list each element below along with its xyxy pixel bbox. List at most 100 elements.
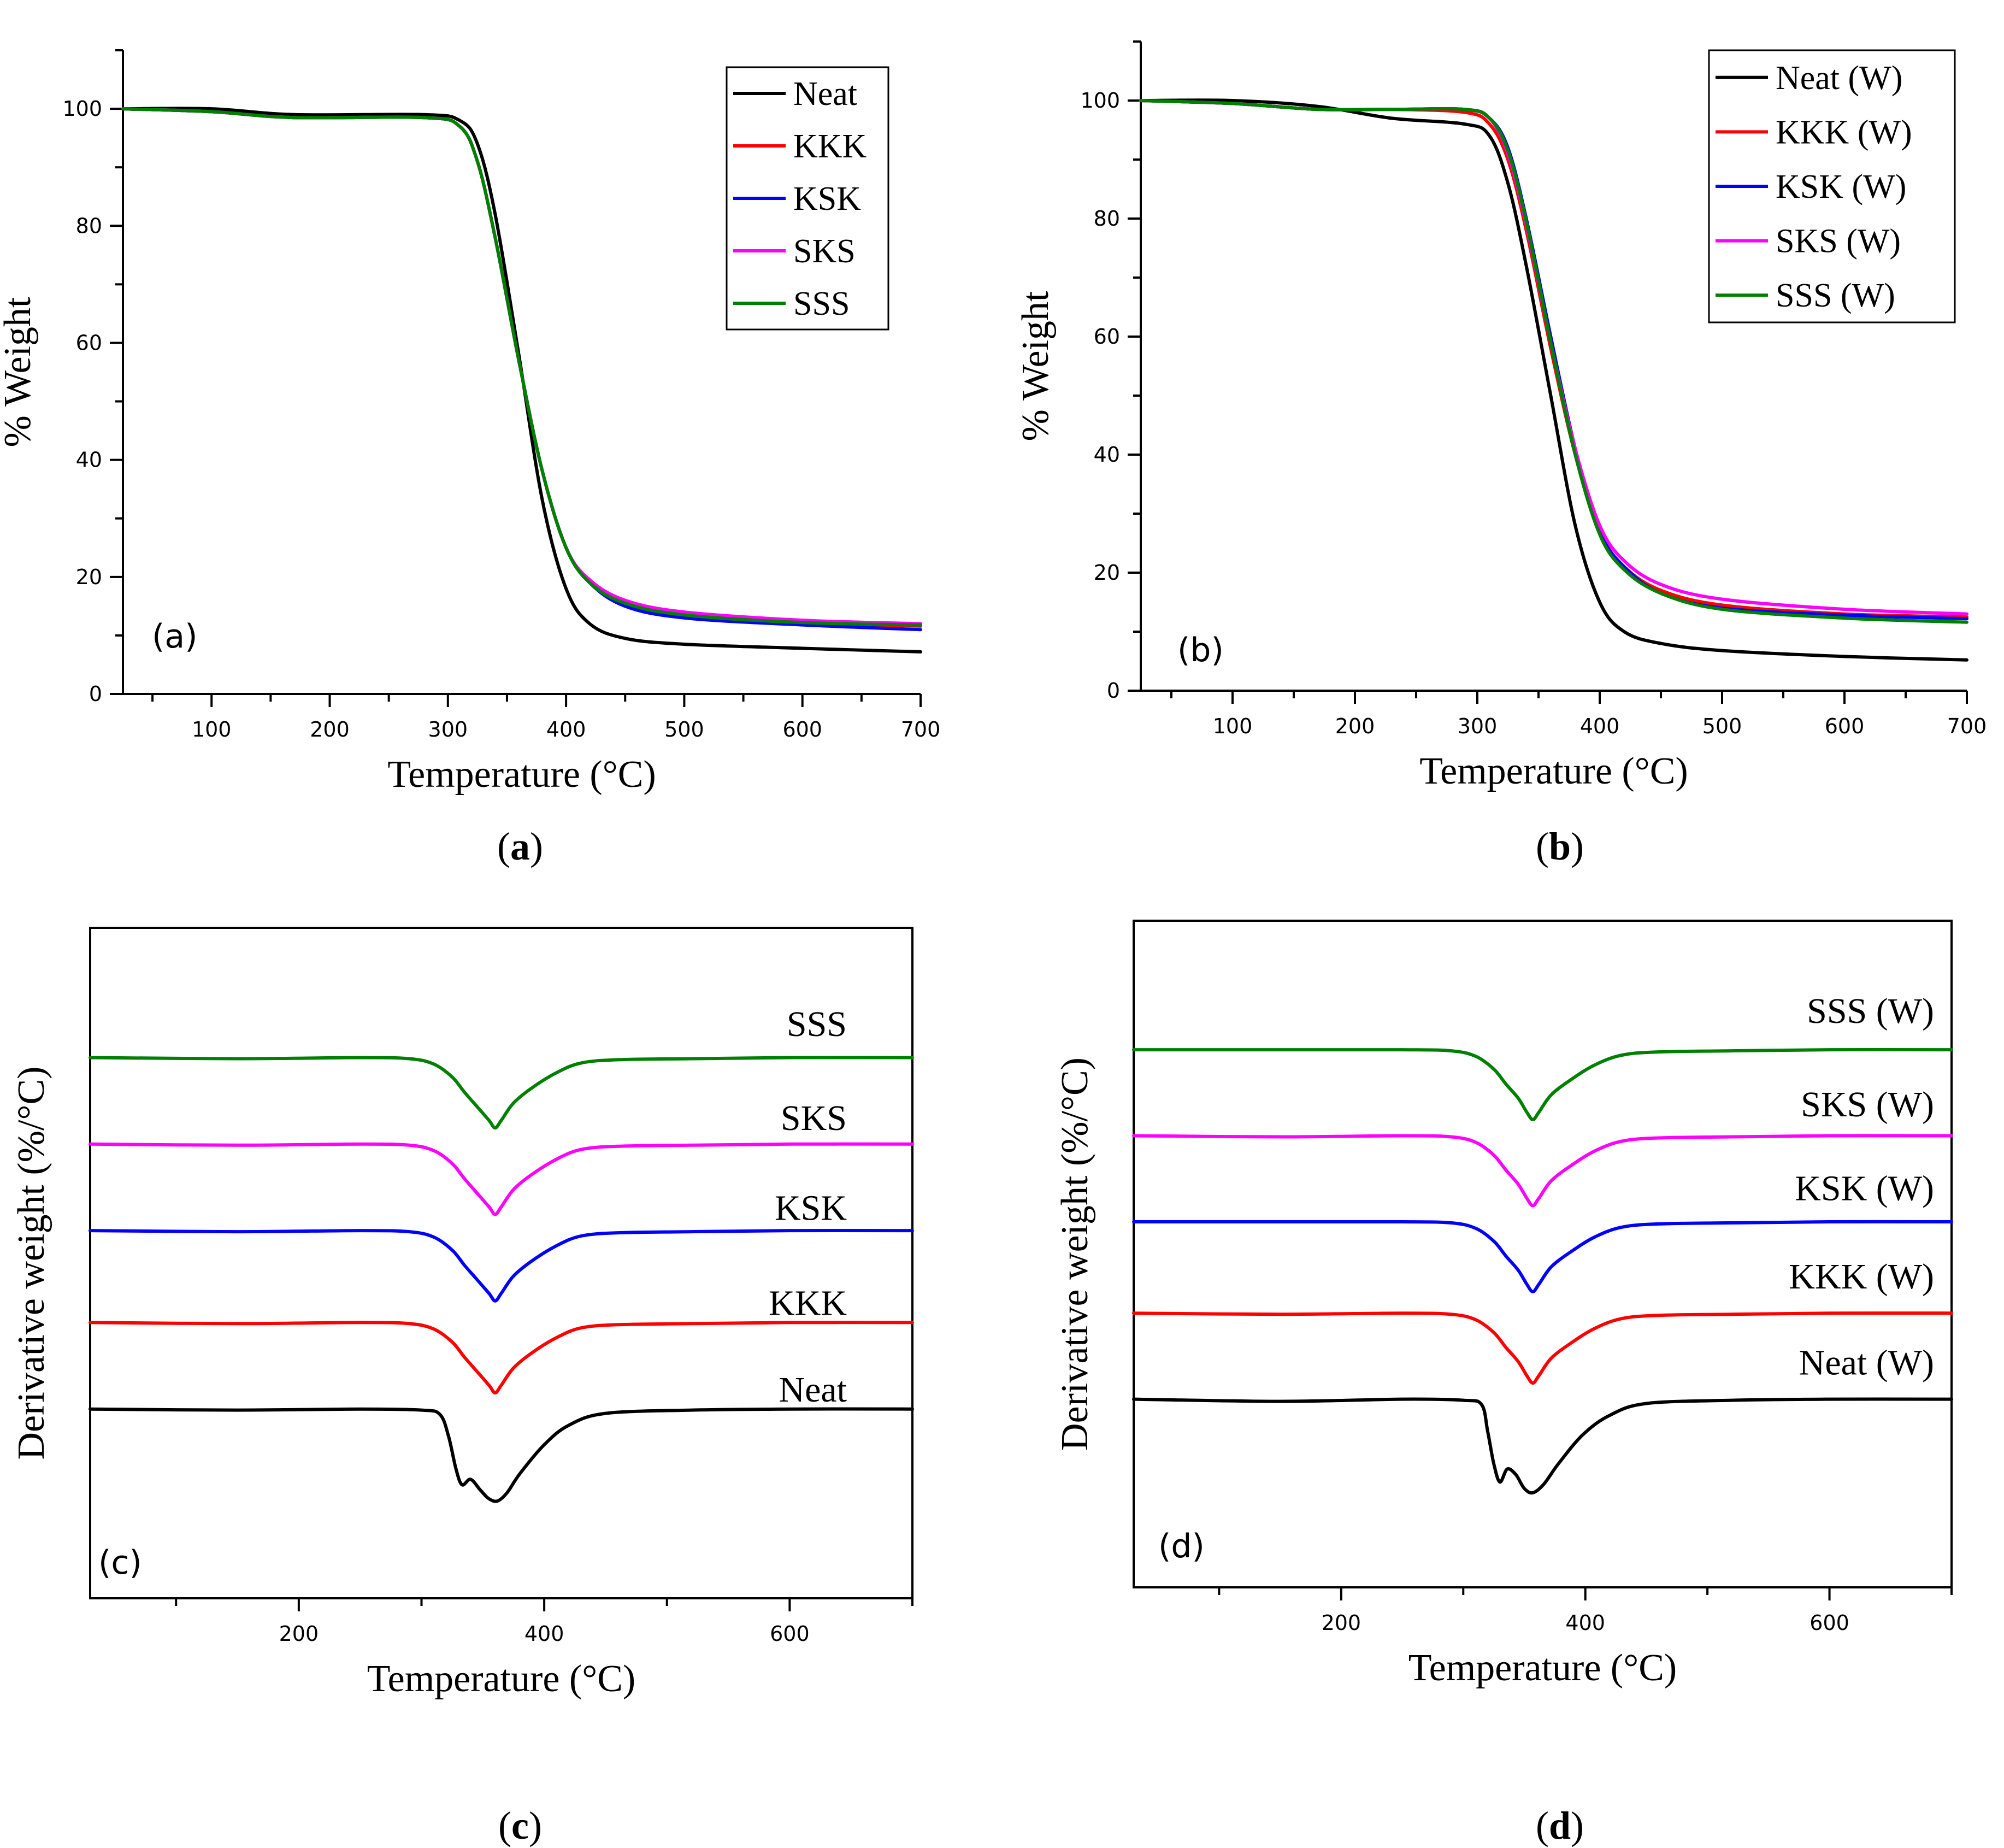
legend: Neat KKK KSK SKS SSS [726, 66, 889, 331]
x-tick-label: 400 [546, 717, 586, 741]
caption-letter: a [510, 825, 530, 868]
series-label: SSS [787, 1004, 847, 1044]
x-tick-label: 400 [524, 1622, 564, 1646]
caption-paren-open: ( [1536, 1804, 1549, 1847]
x-tick-label: 500 [1702, 714, 1742, 738]
caption-paren-open: ( [497, 825, 510, 868]
y-tick-label: 20 [1094, 561, 1120, 585]
caption-paren-close: ) [1571, 825, 1584, 868]
caption-paren-close: ) [530, 825, 543, 868]
chart-panel-a: 100 200 300 400 500 600 700 0 20 40 60 80 100 Tempera… [0, 49, 941, 796]
series-line-sks-w [1132, 1134, 1953, 1208]
y-tick-label: 20 [76, 565, 102, 589]
series-line-sss-w [1139, 99, 1968, 624]
caption-paren-close: ) [1571, 1804, 1584, 1847]
legend-entry: SSS [793, 285, 850, 322]
x-tick-label: 300 [1458, 714, 1498, 738]
legend-entry: KKK (W) [1776, 114, 1912, 151]
x-tick-label: 200 [1322, 1611, 1361, 1635]
x-tick-label: 100 [1213, 714, 1253, 738]
panel-tag: (d) [1158, 1527, 1205, 1565]
x-tick-label: 200 [279, 1622, 319, 1646]
series-line-ksk-w [1132, 1220, 1953, 1293]
x-tick-label: 600 [1810, 1611, 1849, 1635]
series-label: Neat (W) [1799, 1343, 1934, 1382]
x-tick-label: 200 [1335, 714, 1375, 738]
x-tick-label: 200 [310, 717, 350, 741]
x-tick-label: 400 [1565, 1611, 1605, 1635]
legend-entry: SSS (W) [1776, 277, 1895, 314]
series-line-sss-w [1132, 1047, 1953, 1121]
x-axis-label: Temperature (°C) [367, 1658, 635, 1700]
series-line-kkk [89, 1321, 914, 1394]
x-tick-label: 600 [1825, 714, 1865, 738]
panel-caption: (a) [497, 825, 543, 868]
y-axis-label: Derivative weight (%/°C) [1054, 1057, 1096, 1451]
series-line-sss [121, 107, 922, 627]
legend-entry: SKS [793, 233, 856, 270]
x-axis-label: Temperature (°C) [387, 754, 656, 796]
series-label: KSK (W) [1795, 1169, 1934, 1209]
series-line-sss [89, 1056, 914, 1130]
x-tick-label: 600 [770, 1622, 810, 1646]
legend-entry: KSK (W) [1776, 168, 1906, 205]
series-line-sks [89, 1142, 914, 1216]
x-axis-label: Temperature (°C) [1408, 1647, 1677, 1689]
y-tick-label: 40 [76, 448, 102, 472]
y-tick-label: 80 [1094, 207, 1120, 231]
legend-entry: Neat [793, 75, 857, 113]
caption-paren-close: ) [529, 1804, 542, 1847]
x-tick-label: 500 [664, 717, 704, 741]
caption-letter: c [511, 1804, 529, 1847]
y-tick-label: 100 [62, 97, 102, 121]
plot-frame [89, 927, 913, 1599]
series-label: KKK [769, 1283, 847, 1323]
series-line-neat-w [1132, 1397, 1953, 1495]
series-label: KSK [775, 1188, 847, 1228]
series-label: SKS [781, 1098, 847, 1138]
series-line-neat [89, 1407, 914, 1503]
panel-caption: (d) [1536, 1804, 1584, 1847]
x-tick-label: 700 [901, 717, 941, 741]
panel-caption: (c) [498, 1804, 542, 1847]
y-tick-label: 80 [76, 214, 102, 238]
panel-caption: (b) [1536, 825, 1584, 868]
chart-panel-c: 200 400 600 Temperature (°C) Derivative weig… [10, 927, 914, 1700]
chart-panel-d: 200 400 600 Temperature (°C) Derivative weig… [1054, 920, 1953, 1689]
series-line-kkk-w [1132, 1311, 1953, 1385]
legend-entry: KSK [793, 180, 861, 217]
y-tick-label: 0 [89, 682, 102, 706]
y-tick-label: 100 [1080, 89, 1120, 113]
x-tick-label: 100 [192, 717, 232, 741]
x-tick-label: 700 [1947, 714, 1987, 738]
panel-tag: (a) [152, 617, 198, 656]
series-label: SKS (W) [1801, 1085, 1934, 1125]
x-tick-label: 600 [782, 717, 822, 741]
series-line-ksk [89, 1228, 914, 1303]
series-label: Neat [779, 1370, 847, 1410]
legend-entry: KKK [793, 128, 867, 165]
series-label: SSS (W) [1807, 991, 1934, 1031]
plot-frame [1133, 920, 1953, 1588]
panel-tag: (b) [1177, 631, 1224, 669]
y-tick-label: 40 [1094, 443, 1120, 467]
y-tick-label: 0 [1107, 679, 1120, 703]
y-tick-label: 60 [76, 331, 102, 355]
x-tick-label: 400 [1580, 714, 1620, 738]
caption-paren-open: ( [1536, 825, 1549, 868]
caption-paren-open: ( [498, 1804, 511, 1847]
x-tick-label: 300 [428, 717, 468, 741]
series-label: KKK (W) [1789, 1257, 1934, 1297]
panel-tag: (c) [98, 1544, 142, 1582]
legend: Neat (W) KKK (W) KSK (W) SKS (W) SSS (W) [1708, 49, 1956, 323]
y-axis-label: % Weight [1015, 291, 1057, 442]
caption-letter: b [1549, 825, 1571, 868]
y-axis-label: % Weight [0, 297, 39, 448]
legend-entry: SKS (W) [1776, 223, 1901, 260]
caption-letter: d [1549, 1804, 1571, 1847]
x-axis-label: Temperature (°C) [1419, 750, 1688, 792]
y-tick-label: 60 [1094, 325, 1120, 349]
y-axis-label: Derivative weight (%/°C) [10, 1067, 52, 1460]
legend-entry: Neat (W) [1776, 60, 1902, 97]
